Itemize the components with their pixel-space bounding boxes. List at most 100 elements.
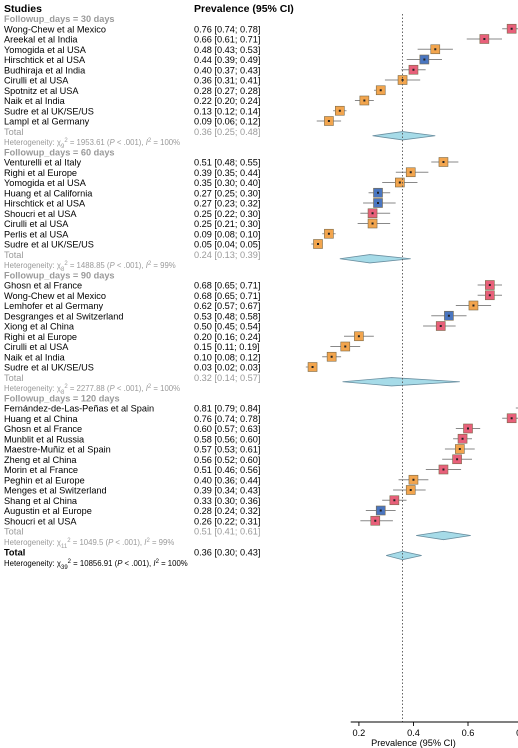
study-estimate: 0.68 [0.65; 0.71] (194, 291, 260, 301)
study-point (371, 212, 374, 215)
study-point (442, 161, 445, 163)
subgroup-total-estimate: 0.51 [0.41; 0.61] (194, 527, 260, 537)
study-estimate: 0.39 [0.35; 0.44] (194, 168, 260, 178)
study-point (344, 345, 347, 348)
subgroup-diamond (416, 530, 471, 541)
x-axis-label: Prevalence (95% CI) (371, 738, 456, 748)
study-name: Shang et al China (4, 496, 78, 506)
subgroup-total-label: Total (4, 250, 23, 260)
study-name: Budhiraja et al India (4, 65, 86, 75)
study-estimate: 0.25 [0.22; 0.30] (194, 209, 260, 219)
prevalence-header: Prevalence (95% CI) (194, 3, 294, 15)
study-estimate: 0.26 [0.22; 0.31] (194, 516, 260, 526)
study-name: Lampl et al Germany (4, 117, 90, 127)
study-point (423, 58, 426, 61)
study-point (379, 509, 382, 512)
study-point (456, 458, 459, 461)
subgroup-diamond (339, 254, 411, 264)
subgroup-diamond (342, 377, 460, 387)
study-name: Maestre-Muñiz et al Spain (4, 445, 111, 455)
study-point (488, 284, 491, 286)
study-name: Sudre et al UK/SE/US (4, 363, 94, 373)
study-estimate: 0.03 [0.02; 0.03] (194, 363, 260, 373)
study-name: Cirulli et al USA (4, 76, 69, 86)
study-point (461, 437, 464, 440)
study-name: Huang et al California (4, 188, 93, 198)
study-name: Venturelli et al Italy (4, 158, 82, 168)
study-name: Righi et al Europe (4, 168, 77, 178)
study-point (439, 325, 442, 327)
study-point (374, 519, 377, 522)
study-name: Ghosn et al France (4, 424, 82, 434)
study-point (371, 222, 374, 225)
overall-total-label: Total (4, 548, 25, 558)
subgroup-total-estimate: 0.32 [0.14; 0.57] (194, 373, 260, 383)
heterogeneity-text: Heterogeneity: χ112 = 1049.5 (P < .001),… (4, 538, 174, 550)
study-name: Peghin et al Europe (4, 475, 85, 485)
study-name: Cirulli et al USA (4, 219, 69, 229)
study-point (412, 478, 415, 481)
study-name: Naik et al India (4, 352, 66, 362)
study-estimate: 0.53 [0.48; 0.58] (194, 311, 260, 321)
study-point (330, 355, 333, 358)
study-estimate: 0.66 [0.61; 0.71] (194, 35, 260, 45)
study-estimate: 0.51 [0.48; 0.55] (194, 158, 260, 168)
subgroup-total-estimate: 0.36 [0.25; 0.48] (194, 127, 260, 137)
study-name: Sudre et al UK/SE/US (4, 240, 94, 250)
study-name: Munblit et al Russia (4, 434, 85, 444)
study-estimate: 0.09 [0.06; 0.12] (194, 117, 260, 127)
study-estimate: 0.15 [0.11; 0.19] (194, 342, 260, 352)
study-name: Spotnitz et al USA (4, 86, 79, 96)
study-point (398, 181, 401, 184)
x-tick-label: 0.2 (353, 728, 366, 738)
heterogeneity-text: Heterogeneity: χ392 = 10856.91 (P < .001… (4, 559, 188, 571)
study-point (401, 79, 404, 81)
study-name: Sudre et al UK/SE/US (4, 106, 94, 116)
study-estimate: 0.39 [0.34; 0.43] (194, 486, 260, 496)
study-point (327, 120, 330, 122)
study-name: Naik et al India (4, 96, 66, 106)
study-name: Righi et al Europe (4, 332, 77, 342)
study-name: Ghosn et al France (4, 281, 82, 291)
study-name: Shoucri et al USA (4, 209, 77, 219)
study-estimate: 0.44 [0.39; 0.49] (194, 55, 260, 65)
study-name: Areekal et al India (4, 35, 78, 45)
overall-diamond (386, 550, 422, 561)
study-estimate: 0.48 [0.43; 0.53] (194, 45, 260, 55)
study-point (377, 191, 379, 194)
study-point (434, 48, 437, 51)
study-name: Desgranges et al Switzerland (4, 311, 124, 321)
study-point (412, 68, 415, 71)
study-point (447, 314, 450, 317)
study-name: Wong-Chew et al Mexico (4, 291, 106, 301)
study-estimate: 0.10 [0.08; 0.12] (194, 352, 260, 362)
study-name: Hirschtick et al USA (4, 199, 86, 209)
study-estimate: 0.56 [0.52; 0.60] (194, 455, 260, 465)
heterogeneity-text: Heterogeneity: χ92 = 1953.61 (P < .001),… (4, 138, 180, 150)
study-point (472, 304, 475, 307)
study-estimate: 0.25 [0.21; 0.30] (194, 219, 260, 229)
x-tick-label: 0.6 (462, 728, 475, 738)
study-name: Lemhofer et al Germany (4, 301, 103, 311)
study-point (467, 427, 469, 430)
study-point (317, 243, 319, 245)
study-estimate: 0.20 [0.16; 0.24] (194, 332, 260, 342)
study-estimate: 0.76 [0.74; 0.78] (194, 24, 260, 34)
study-point (488, 294, 491, 297)
study-name: Morin et al France (4, 465, 78, 475)
study-point (327, 232, 330, 235)
subgroup-total-label: Total (4, 127, 23, 137)
study-point (393, 499, 396, 502)
study-name: Shoucri et al USA (4, 516, 77, 526)
study-estimate: 0.33 [0.30; 0.36] (194, 496, 260, 506)
study-estimate: 0.36 [0.31; 0.41] (194, 76, 260, 86)
study-estimate: 0.35 [0.30; 0.40] (194, 178, 260, 188)
study-estimate: 0.58 [0.56; 0.60] (194, 434, 260, 444)
study-estimate: 0.81 [0.79; 0.84] (194, 404, 260, 414)
study-point (377, 202, 379, 204)
study-name: Perlis et al USA (4, 229, 69, 239)
study-point (409, 489, 412, 491)
group-label: Followup_days = 120 days (4, 393, 120, 403)
group-label: Followup_days = 90 days (4, 270, 115, 280)
